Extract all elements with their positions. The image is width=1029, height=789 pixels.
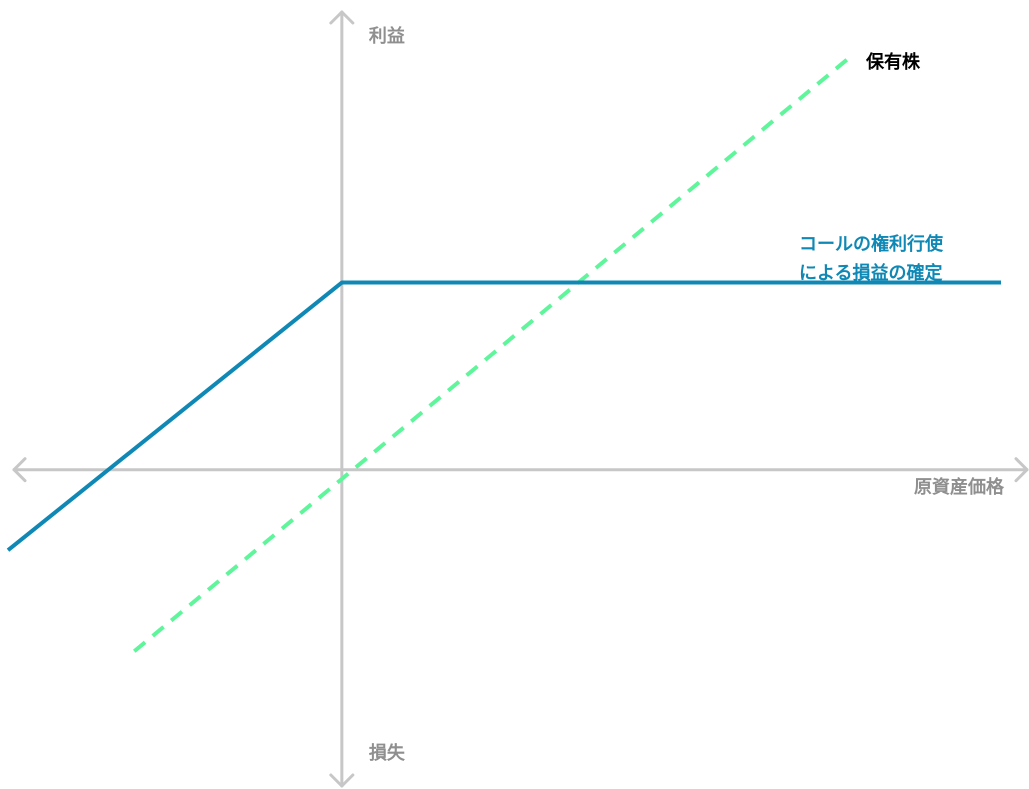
series-line-call-exercise	[6, 280, 1001, 552]
y-axis-top-arrow-icon	[329, 10, 355, 25]
series-label-call-exercise-line-2: による損益の確定	[799, 262, 942, 284]
series-label-call-exercise-line-1: コールの権利行使	[799, 233, 944, 255]
series-layer	[6, 54, 1001, 653]
series-label-call-exercise: コールの権利行使 による損益の確定	[799, 233, 949, 284]
y-axis-bottom-arrow-icon	[329, 773, 355, 788]
x-axis-left-arrow-icon	[12, 457, 27, 483]
y-axis-positive-label: 利益	[369, 25, 405, 47]
series-label-stock: 保有株	[865, 51, 921, 73]
x-axis-right-arrow-icon	[1014, 457, 1029, 483]
series-label-stock-line-1: 保有株	[865, 51, 921, 73]
labels-layer: 保有株 コールの権利行使 による損益の確定	[799, 51, 949, 284]
y-axis-negative-label: 損失	[369, 742, 406, 764]
axes-layer: 原資産価格 利益 損失	[12, 10, 1029, 788]
x-axis-label: 原資産価格	[914, 476, 1005, 498]
series-line-stock	[132, 54, 853, 653]
